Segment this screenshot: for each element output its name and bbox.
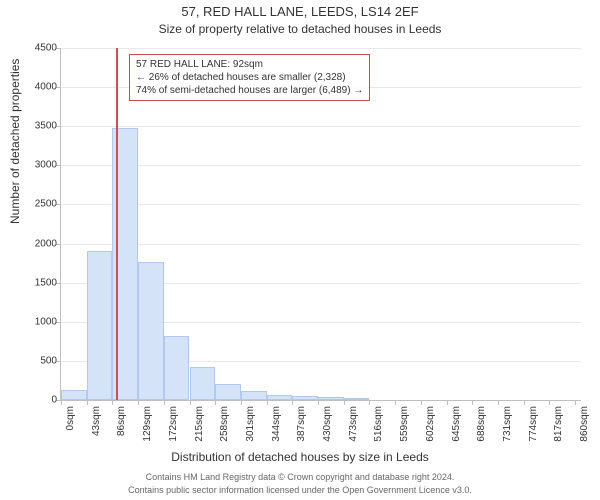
- chart-title-sub: Size of property relative to detached ho…: [0, 22, 600, 36]
- histogram-bar: [241, 391, 267, 400]
- histogram-bar: [318, 397, 344, 400]
- plot-area: 0500100015002000250030003500400045000sqm…: [60, 48, 581, 401]
- footer-copyright-1: Contains HM Land Registry data © Crown c…: [0, 472, 600, 482]
- x-tick-label: 559sqm: [399, 406, 410, 456]
- gridline: [61, 126, 581, 127]
- y-tick-label: 0: [17, 395, 57, 406]
- x-tick-mark: [395, 400, 396, 405]
- x-tick-mark: [164, 400, 165, 405]
- x-tick-mark: [447, 400, 448, 405]
- x-tick-label: 860sqm: [579, 406, 590, 456]
- x-tick-mark: [267, 400, 268, 405]
- histogram-bar: [292, 396, 318, 400]
- x-tick-mark: [421, 400, 422, 405]
- x-tick-mark: [575, 400, 576, 405]
- x-tick-label: 430sqm: [322, 406, 333, 456]
- x-tick-mark: [472, 400, 473, 405]
- x-tick-mark: [369, 400, 370, 405]
- x-tick-mark: [190, 400, 191, 405]
- x-tick-mark: [215, 400, 216, 405]
- x-tick-mark: [61, 400, 62, 405]
- gridline: [61, 244, 581, 245]
- x-tick-mark: [241, 400, 242, 405]
- histogram-bar: [61, 390, 87, 400]
- x-tick-label: 645sqm: [451, 406, 462, 456]
- y-tick-label: 4500: [17, 43, 57, 54]
- histogram-bar: [164, 336, 190, 400]
- x-tick-mark: [138, 400, 139, 405]
- x-tick-label: 86sqm: [116, 406, 127, 456]
- x-tick-mark: [344, 400, 345, 405]
- x-tick-label: 43sqm: [91, 406, 102, 456]
- x-tick-label: 731sqm: [502, 406, 513, 456]
- x-tick-label: 817sqm: [553, 406, 564, 456]
- chart-title-main: 57, RED HALL LANE, LEEDS, LS14 2EF: [0, 4, 600, 19]
- gridline: [61, 48, 581, 49]
- footer-copyright-2: Contains public sector information licen…: [0, 485, 600, 495]
- x-tick-label: 516sqm: [373, 406, 384, 456]
- x-tick-mark: [524, 400, 525, 405]
- histogram-bar: [344, 398, 370, 400]
- x-tick-label: 0sqm: [65, 406, 76, 456]
- y-tick-label: 2500: [17, 199, 57, 210]
- x-tick-label: 688sqm: [476, 406, 487, 456]
- x-tick-label: 129sqm: [142, 406, 153, 456]
- x-tick-label: 602sqm: [425, 406, 436, 456]
- x-tick-label: 774sqm: [528, 406, 539, 456]
- x-tick-label: 258sqm: [219, 406, 230, 456]
- x-tick-label: 473sqm: [348, 406, 359, 456]
- x-tick-mark: [549, 400, 550, 405]
- annotation-box: 57 RED HALL LANE: 92sqm ← 26% of detache…: [129, 54, 370, 101]
- x-tick-mark: [292, 400, 293, 405]
- chart-container: 57, RED HALL LANE, LEEDS, LS14 2EF Size …: [0, 0, 600, 500]
- y-tick-label: 500: [17, 355, 57, 366]
- x-tick-label: 215sqm: [194, 406, 205, 456]
- y-tick-label: 1000: [17, 316, 57, 327]
- gridline: [61, 165, 581, 166]
- y-tick-label: 3000: [17, 160, 57, 171]
- histogram-bar: [138, 262, 164, 400]
- reference-line: [116, 48, 118, 400]
- annotation-line: 74% of semi-detached houses are larger (…: [136, 84, 363, 97]
- x-tick-mark: [87, 400, 88, 405]
- annotation-line: ← 26% of detached houses are smaller (2,…: [136, 71, 363, 84]
- histogram-bar: [87, 251, 113, 400]
- y-tick-label: 2000: [17, 238, 57, 249]
- x-tick-mark: [498, 400, 499, 405]
- x-tick-mark: [112, 400, 113, 405]
- y-tick-label: 1500: [17, 277, 57, 288]
- x-axis-label: Distribution of detached houses by size …: [0, 450, 600, 464]
- annotation-line: 57 RED HALL LANE: 92sqm: [136, 58, 363, 71]
- x-tick-label: 301sqm: [245, 406, 256, 456]
- y-tick-label: 4000: [17, 82, 57, 93]
- y-tick-label: 3500: [17, 121, 57, 132]
- histogram-bar: [190, 367, 216, 400]
- histogram-bar: [215, 384, 241, 400]
- gridline: [61, 204, 581, 205]
- x-tick-mark: [318, 400, 319, 405]
- x-tick-label: 172sqm: [168, 406, 179, 456]
- histogram-bar: [267, 395, 293, 400]
- x-tick-label: 387sqm: [296, 406, 307, 456]
- x-tick-label: 344sqm: [271, 406, 282, 456]
